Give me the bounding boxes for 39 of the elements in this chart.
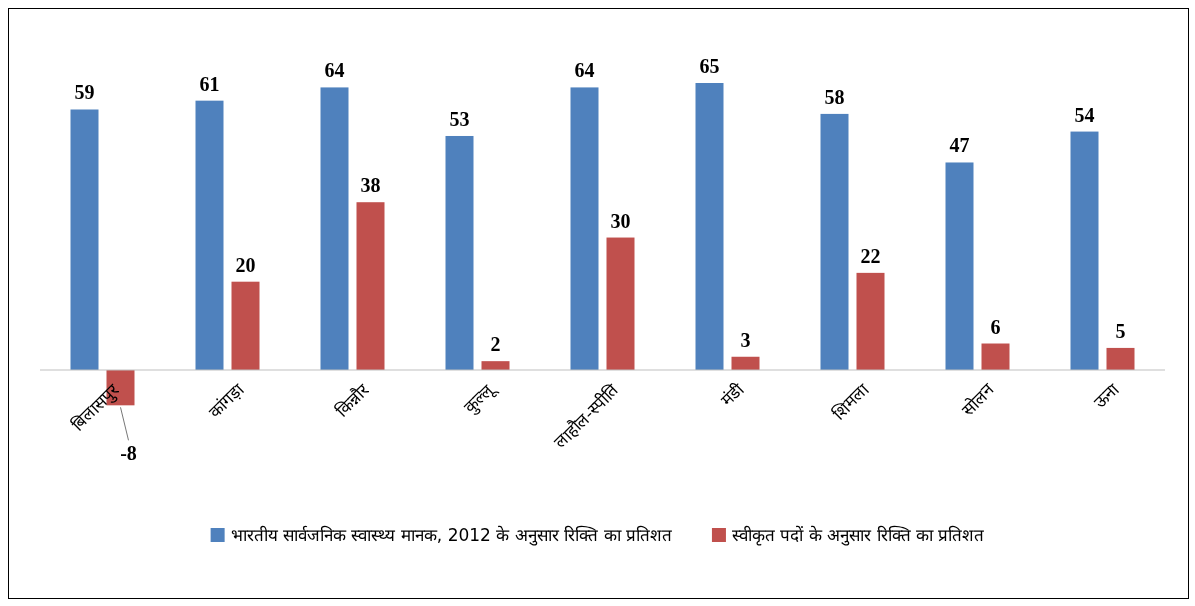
data-label: 54 <box>1074 103 1095 126</box>
legend-label: भारतीय सार्वजनिक स्वास्थ्य मानक, 2012 के अनुसार रिक्ति का प्रतिशत <box>230 525 672 546</box>
bar <box>1106 347 1135 370</box>
data-label: 2 <box>490 333 501 356</box>
bar <box>981 343 1010 370</box>
bar <box>695 83 724 370</box>
data-label: 38 <box>360 174 381 197</box>
bar <box>856 272 885 370</box>
bar <box>606 237 635 370</box>
data-label: 61 <box>199 72 220 95</box>
x-tick-label: मंडी <box>716 379 749 411</box>
data-label: 65 <box>699 55 720 77</box>
bar <box>320 87 349 370</box>
data-label: 3 <box>740 328 751 351</box>
data-label: 53 <box>449 107 470 130</box>
data-label: 58 <box>824 85 845 108</box>
bar <box>195 100 224 370</box>
bar <box>570 87 599 370</box>
data-label: 59 <box>74 81 95 104</box>
data-label: 5 <box>1115 319 1126 342</box>
x-tick-label: ऊना <box>1089 379 1124 413</box>
bar <box>731 356 760 370</box>
legend-label: स्वीकृत पदों के अनुसार रिक्ति का प्रतिशत <box>731 525 985 546</box>
data-label: 22 <box>860 244 881 267</box>
data-label: -8 <box>120 442 137 465</box>
data-label: 6 <box>990 315 1001 338</box>
data-label: 64 <box>324 59 345 82</box>
bar <box>1070 131 1099 370</box>
bar <box>945 162 974 370</box>
data-label: 64 <box>574 59 595 82</box>
data-label: 30 <box>610 209 631 232</box>
data-label: 20 <box>235 253 256 276</box>
bar <box>481 361 510 370</box>
bar <box>356 202 385 370</box>
bar <box>231 281 260 370</box>
bar <box>445 135 474 370</box>
bar <box>820 113 849 370</box>
bar <box>70 109 99 370</box>
data-label: 47 <box>949 134 970 157</box>
